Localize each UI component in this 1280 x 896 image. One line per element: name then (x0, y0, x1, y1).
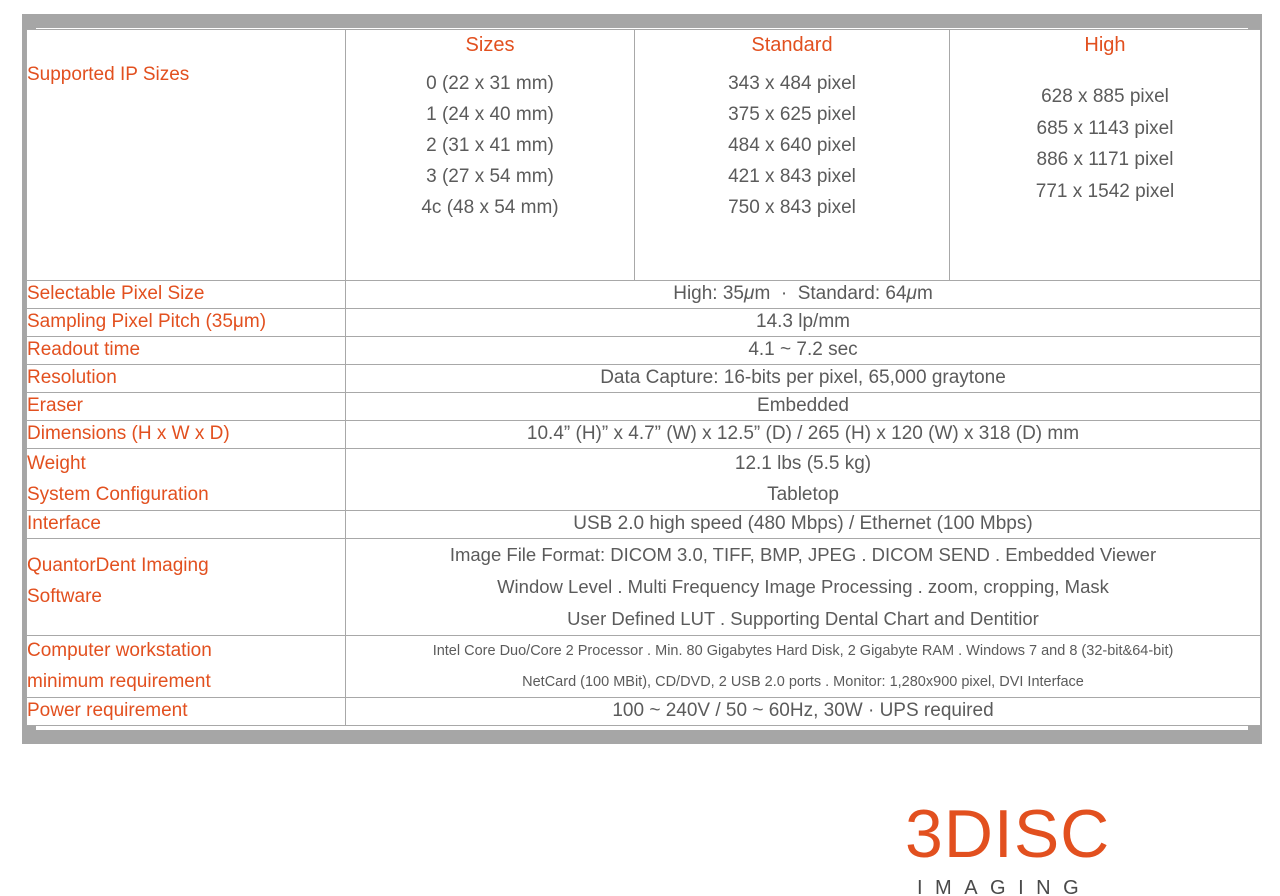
ip-size-line: 4c (48 x 54 mm) (421, 197, 559, 219)
table-frame-bottom-edge (22, 730, 1262, 744)
row-label-software: Software (27, 586, 102, 608)
standard-resolution-line: 375 x 625 pixel (728, 104, 856, 126)
row-value-weight: 12.1 lbs (5.5 kg) (734, 452, 872, 474)
row-value-system-configuration: Tabletop (767, 483, 839, 505)
row-label-power-requirement: Power requirement (26, 697, 346, 727)
row-value-interface: USB 2.0 high speed (480 Mbps) / Ethernet… (345, 510, 1261, 540)
row-value-dimensions: 10.4” (H)” x 4.7” (W) x 12.5” (D) / 265 … (345, 419, 1261, 449)
ip-size-line: 1 (24 x 40 mm) (426, 104, 554, 126)
row-value-quantordent-imaging-software: Image File Format: DICOM 3.0, TIFF, BMP,… (345, 538, 1261, 636)
row-label-computer-workstation-minimum-requirement: Computer workstation minimum requirement (26, 634, 346, 699)
table-row-resolution: Resolution Data Capture: 16-bits per pix… (26, 363, 1261, 393)
row-value-selectable-pixel-size: High: 35μm · Standard: 64μm (345, 280, 1261, 309)
row-value-sampling-pixel-pitch: 14.3 lp/mm (345, 307, 1261, 337)
high-resolution-line: 771 x 1542 pixel (1035, 180, 1175, 202)
ip-sizes-column-standard: Standard 343 x 484 pixel 375 x 625 pixel… (634, 29, 950, 281)
ip-size-line: 0 (22 x 31 mm) (426, 73, 554, 95)
row-label-weight-system-configuration: Weight System Configuration (26, 447, 346, 512)
table-row-sampling-pixel-pitch: Sampling Pixel Pitch (35μm) 14.3 lp/mm (26, 307, 1261, 337)
row-label-quantordent-imaging: QuantorDent Imaging (27, 555, 209, 577)
standard-resolution-line: 484 x 640 pixel (728, 135, 856, 157)
table-row-computer-workstation-minimum-requirement: Computer workstation minimum requirement… (26, 634, 1261, 699)
software-feature-line: Window Level . Multi Frequency Image Pro… (497, 576, 1109, 598)
table-row-selectable-pixel-size: Selectable Pixel Size High: 35μm · Stand… (26, 280, 1261, 309)
row-label-weight: Weight (27, 452, 86, 474)
table-row-supported-ip-sizes: Supported IP Sizes Sizes 0 (22 x 31 mm) … (26, 29, 1261, 281)
table-row-weight-system-configuration: Weight System Configuration 12.1 lbs (5.… (26, 447, 1261, 512)
ip-size-line: 2 (31 x 41 mm) (426, 135, 554, 157)
column-title-sizes: Sizes (465, 34, 515, 56)
table-row-interface: Interface USB 2.0 high speed (480 Mbps) … (26, 510, 1261, 540)
high-resolution-line: 886 x 1171 pixel (1036, 149, 1174, 171)
row-label-selectable-pixel-size: Selectable Pixel Size (26, 280, 346, 309)
column-title-high: High (1084, 34, 1126, 56)
row-label-dimensions: Dimensions (H x W x D) (26, 419, 346, 449)
ip-sizes-column-high: High 628 x 885 pixel 685 x 1143 pixel 88… (949, 29, 1261, 281)
row-value-computer-workstation-minimum-requirement: Intel Core Duo/Core 2 Processor . Min. 8… (345, 634, 1261, 699)
table-row-power-requirement: Power requirement 100 ~ 240V / 50 ~ 60Hz… (26, 697, 1261, 727)
row-value-readout-time: 4.1 ~ 7.2 sec (345, 335, 1261, 365)
table-row-eraser: Eraser Embedded (26, 391, 1261, 421)
row-value-eraser: Embedded (345, 391, 1261, 421)
row-label-minimum-requirement: minimum requirement (27, 670, 211, 692)
standard-resolution-line: 343 x 484 pixel (728, 73, 856, 95)
high-resolution-line: 685 x 1143 pixel (1036, 117, 1174, 139)
standard-resolution-line: 750 x 843 pixel (728, 197, 856, 219)
row-label-supported-ip-sizes: Supported IP Sizes (26, 29, 346, 281)
row-label-computer-workstation: Computer workstation (27, 639, 212, 661)
logo-wordmark-3disc: 3DISC (905, 796, 1111, 872)
ip-size-line: 3 (27 x 54 mm) (426, 166, 554, 188)
row-label-readout-time: Readout time (26, 335, 346, 365)
ip-sizes-column-sizes: Sizes 0 (22 x 31 mm) 1 (24 x 40 mm) 2 (3… (345, 29, 635, 281)
row-value-power-requirement: 100 ~ 240V / 50 ~ 60Hz, 30W · UPS requir… (345, 697, 1261, 727)
table-row-readout-time: Readout time 4.1 ~ 7.2 sec (26, 335, 1261, 365)
specifications-table: Supported IP Sizes Sizes 0 (22 x 31 mm) … (26, 29, 1261, 727)
software-feature-line: User Defined LUT . Supporting Dental Cha… (567, 607, 1039, 629)
row-value-weight-system-configuration: 12.1 lbs (5.5 kg) Tabletop (345, 447, 1261, 512)
standard-resolution-line: 421 x 843 pixel (728, 166, 856, 188)
row-label-eraser: Eraser (26, 391, 346, 421)
row-value-resolution: Data Capture: 16-bits per pixel, 65,000 … (345, 363, 1261, 393)
row-label-sampling-pixel-pitch: Sampling Pixel Pitch (35μm) (26, 307, 346, 337)
high-resolution-line: 628 x 885 pixel (1041, 86, 1169, 108)
table-row-quantordent-imaging-software: QuantorDent Imaging Software Image File … (26, 538, 1261, 636)
workstation-requirement-line: NetCard (100 MBit), CD/DVD, 2 USB 2.0 po… (522, 673, 1084, 690)
company-logo: 3DISC IMAGING (905, 800, 1145, 896)
column-title-standard: Standard (751, 34, 833, 56)
table-row-dimensions: Dimensions (H x W x D) 10.4” (H)” x 4.7”… (26, 419, 1261, 449)
row-label-resolution: Resolution (26, 363, 346, 393)
row-label-interface: Interface (26, 510, 346, 540)
row-label-quantordent-imaging-software: QuantorDent Imaging Software (26, 538, 346, 636)
logo-tagline-imaging: IMAGING (917, 877, 1092, 896)
row-label-system-configuration: System Configuration (27, 483, 209, 505)
workstation-requirement-line: Intel Core Duo/Core 2 Processor . Min. 8… (432, 643, 1174, 660)
software-feature-line: Image File Format: DICOM 3.0, TIFF, BMP,… (449, 544, 1157, 566)
